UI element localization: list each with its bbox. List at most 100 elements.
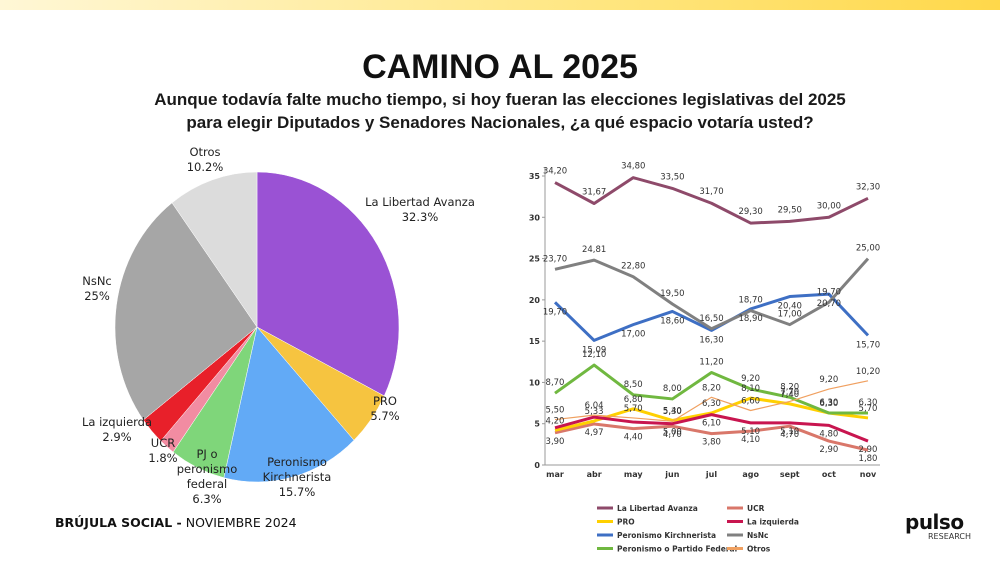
- y-tick-label: 35: [529, 172, 541, 181]
- data-label: 4,70: [780, 430, 799, 440]
- data-label: 7,40: [780, 390, 799, 400]
- data-label: 6,04: [585, 401, 604, 411]
- data-label: 6,10: [702, 419, 721, 429]
- data-label: 5,10: [780, 427, 799, 437]
- y-tick-label: 25: [529, 255, 541, 264]
- data-label: 15,09: [582, 345, 606, 355]
- pie-label-name: NsNc: [82, 274, 112, 288]
- pie-label-value: 1.8%: [148, 451, 178, 465]
- y-tick-label: 10: [529, 378, 541, 387]
- pie-label: La Libertad Avanza 32.3%: [355, 195, 485, 225]
- series-line: [553, 292, 870, 342]
- x-tick-label: jun: [664, 470, 679, 479]
- y-tick-label: 20: [529, 296, 541, 305]
- pie-label-value: 6.3%: [192, 492, 222, 506]
- series-line: [554, 380, 869, 422]
- pie-label-value: 5.7%: [370, 409, 400, 423]
- y-tick-label: 15: [529, 337, 541, 346]
- data-label: 34,20: [543, 167, 567, 177]
- data-label: 15,70: [856, 340, 880, 350]
- data-label: 19,70: [543, 307, 567, 317]
- data-label: 6,30: [819, 399, 838, 409]
- x-tick-label: nov: [860, 470, 877, 479]
- data-label: 33,50: [660, 172, 684, 182]
- pie-label-name: La izquierda: [81, 415, 153, 429]
- x-tick-label: mar: [546, 470, 564, 479]
- data-label: 6,30: [702, 399, 721, 409]
- subtitle: Aunque todavía falte mucho tiempo, si ho…: [154, 90, 846, 109]
- pie-label-name: La Libertad Avanza: [365, 195, 475, 209]
- data-label: 6,60: [741, 397, 760, 407]
- pie-label: PJ o peronismo federal 6.3%: [167, 447, 247, 507]
- x-tick-label: abr: [587, 470, 602, 479]
- x-tick-label: jul: [705, 470, 717, 479]
- data-label: 8,10: [741, 384, 760, 394]
- logo: pulso: [905, 510, 964, 534]
- pie-slice: [223, 326, 355, 483]
- data-label: 4,97: [585, 428, 604, 438]
- legend-label: NsNc: [747, 531, 768, 540]
- data-label: 2,90: [819, 445, 838, 455]
- data-label: 9,20: [819, 375, 838, 385]
- data-label: 4,10: [741, 435, 760, 445]
- data-label: 18,90: [738, 314, 762, 324]
- pie-slice: [171, 171, 258, 328]
- data-label: 5,33: [585, 407, 604, 417]
- data-label: 19,50: [660, 289, 684, 299]
- legend-label: Peronismo Kirchnerista: [617, 531, 716, 540]
- data-label: 18,60: [660, 316, 684, 326]
- data-label: 6,30: [819, 398, 838, 408]
- pie-label-value: 32.3%: [401, 210, 439, 224]
- data-label: 16,50: [699, 314, 723, 324]
- series-line: [554, 176, 869, 225]
- pie-slice: [114, 202, 258, 421]
- pie-label: NsNc 25%: [32, 274, 162, 304]
- data-label: 31,67: [582, 187, 606, 197]
- data-label: 10,20: [856, 367, 880, 377]
- legend-label: Otros: [747, 545, 771, 554]
- data-label: 4,80: [819, 429, 838, 439]
- footer: BRÚJULA SOCIAL - NOVIEMBRE 2024: [55, 515, 297, 530]
- data-label: 34,80: [621, 162, 645, 172]
- data-label: 25,00: [856, 244, 880, 254]
- pie-label-value: 25%: [84, 289, 110, 303]
- data-label: 22,80: [621, 262, 645, 272]
- pie-label-name: Otros: [189, 145, 221, 159]
- legend-label: La izquierda: [747, 518, 799, 527]
- legend-label: PRO: [617, 518, 635, 527]
- data-label: 24,81: [582, 245, 606, 255]
- series-line: [554, 363, 868, 415]
- subtitle: para elegir Diputados y Senadores Nacion…: [186, 113, 814, 132]
- footer-source: BRÚJULA SOCIAL -: [55, 515, 182, 530]
- data-label: 5,40: [663, 406, 682, 416]
- data-label: 16,30: [699, 335, 723, 345]
- data-label: 8,00: [663, 384, 682, 394]
- pie-slice: [256, 171, 400, 397]
- pie-label-value: 10.2%: [186, 160, 224, 174]
- data-label: 1,80: [859, 454, 878, 464]
- data-label: 6,30: [859, 398, 878, 408]
- pie-label-value: 15.7%: [278, 485, 316, 499]
- x-tick-label: may: [624, 470, 643, 479]
- data-label: 11,20: [699, 358, 723, 368]
- x-tick-label: sept: [780, 470, 800, 479]
- data-label: 17,00: [778, 310, 802, 320]
- data-label: 5,30: [663, 407, 682, 417]
- data-label: 8,20: [702, 383, 721, 393]
- pie-label-value: 2.9%: [102, 430, 132, 444]
- pie-label: Otros 10.2%: [140, 145, 270, 175]
- data-label: 5,10: [741, 427, 760, 437]
- data-label: 18,70: [738, 296, 762, 306]
- data-label: 29,30: [738, 207, 762, 217]
- data-label: 29,50: [778, 205, 802, 215]
- data-label: 3,90: [546, 437, 565, 447]
- x-tick-label: ago: [742, 470, 759, 479]
- pie-label: La izquierda 2.9%: [52, 415, 182, 445]
- series-line: [554, 422, 869, 452]
- pie-label: PRO 5.7%: [320, 394, 450, 424]
- y-tick-label: 0: [534, 461, 540, 470]
- legend-label: Peronismo o Partido Federal: [617, 545, 737, 554]
- pie-label-name: Peronismo Kirchnerista: [262, 455, 332, 484]
